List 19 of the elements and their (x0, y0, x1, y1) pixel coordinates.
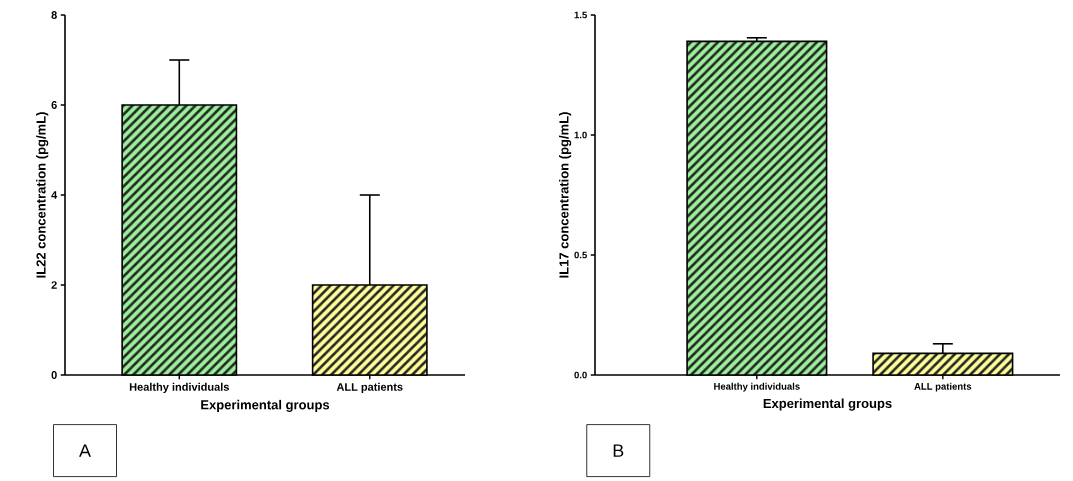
x-tick-label: Healthy individuals (129, 382, 229, 394)
y-tick-label: 0 (51, 371, 57, 379)
x-tick-label: ALL patients (336, 382, 403, 394)
y-tick-label: 2 (51, 281, 57, 289)
x-axis-title: Experimental groups (763, 398, 892, 411)
x-axis-title: Experimental groups (201, 399, 330, 413)
y-tick-label: 6 (51, 101, 57, 109)
y-tick-label: 1.5 (574, 11, 587, 19)
y-tick-label: 4 (51, 191, 58, 199)
y-tick-label: 8 (51, 11, 57, 19)
y-axis-title: IL17 concentration (pg/mL) (559, 112, 572, 278)
y-axis-title: IL22 concentration (pg/mL) (36, 112, 49, 278)
y-tick-label: 1.0 (574, 131, 587, 139)
text: A (79, 444, 91, 457)
x-tick-label: Healthy individuals (714, 382, 800, 392)
y-tick-label: 0.0 (574, 371, 587, 379)
text: B (613, 444, 624, 457)
y-tick-label: 0.5 (574, 251, 587, 259)
x-tick-label: ALL patients (914, 382, 972, 392)
